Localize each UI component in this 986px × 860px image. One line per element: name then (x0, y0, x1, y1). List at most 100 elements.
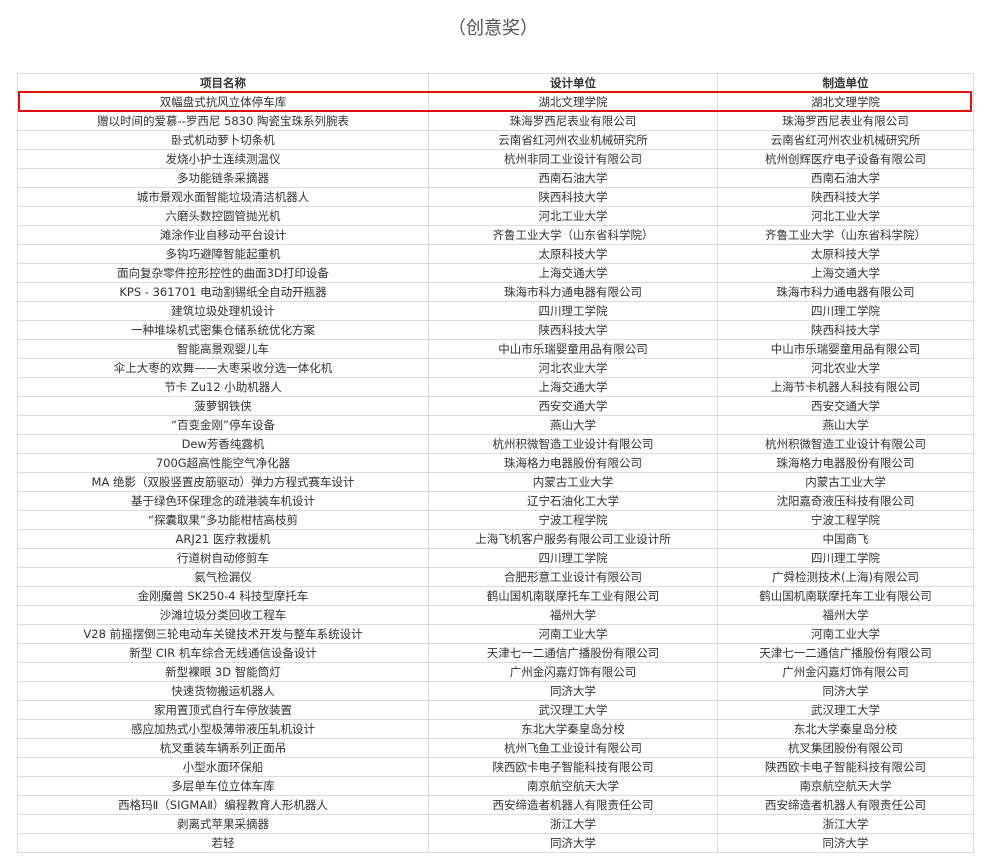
design-unit-cell: 上海飞机客户服务有限公司工业设计所 (428, 529, 718, 549)
project-name-cell: 滩涂作业自移动平台设计 (17, 225, 429, 245)
table-row: 沙滩垃圾分类回收工程车 福州大学 福州大学 (17, 605, 974, 625)
table-row: 发烧小护士连续测温仪 杭州非同工业设计有限公司 杭州创辉医疗电子设备有限公司 (17, 149, 974, 169)
project-name-cell: 建筑垃圾处理机设计 (17, 301, 429, 321)
table-row: ARJ21 医疗救援机 上海飞机客户服务有限公司工业设计所 中国商飞 (17, 529, 974, 549)
manufacture-unit-cell: 珠海罗西尼表业有限公司 (717, 111, 974, 131)
manufacture-unit-cell: 西南石油大学 (717, 168, 974, 188)
table-row: 多层单车位立体车库 南京航空航天大学 南京航空航天大学 (17, 776, 974, 796)
manufacture-unit-cell: 云南省红河州农业机械研究所 (717, 130, 974, 150)
table-row: 若轻 同济大学 同济大学 (17, 833, 974, 853)
design-unit-cell: 辽宁石油化工大学 (428, 491, 718, 511)
table-row: 剥离式苹果采摘器 浙江大学 浙江大学 (17, 814, 974, 834)
project-name-cell: 六磨头数控圆管抛光机 (17, 206, 429, 226)
project-name-cell: 卧式机动萝卜切条机 (17, 130, 429, 150)
design-unit-cell: 广州金闪嘉灯饰有限公司 (428, 662, 718, 682)
design-unit-cell: 上海交通大学 (428, 263, 718, 283)
design-unit-cell: 西安交通大学 (428, 396, 718, 416)
manufacture-unit-cell: 武汉理工大学 (717, 700, 974, 720)
project-name-cell: 新型 CIR 机车综合无线通信设备设计 (17, 643, 429, 663)
design-unit-cell: 同济大学 (428, 681, 718, 701)
manufacture-unit-cell: 杭州积微智造工业设计有限公司 (717, 434, 974, 454)
design-unit-cell: 福州大学 (428, 605, 718, 625)
design-unit-cell: 珠海格力电器股份有限公司 (428, 453, 718, 473)
manufacture-unit-cell: 珠海市科力通电器有限公司 (717, 282, 974, 302)
project-name-cell: 赠以时间的爱慕--罗西尼 5830 陶瓷宝珠系列腕表 (17, 111, 429, 131)
project-name-cell: 新型裸眼 3D 智能筒灯 (17, 662, 429, 682)
design-unit-cell: 上海交通大学 (428, 377, 718, 397)
design-unit-cell: 杭州飞鱼工业设计有限公司 (428, 738, 718, 758)
manufacture-unit-cell: 同济大学 (717, 681, 974, 701)
project-name-cell: 多钩巧避障智能起重机 (17, 244, 429, 264)
project-name-cell: 剥离式苹果采摘器 (17, 814, 429, 834)
design-unit-cell: 浙江大学 (428, 814, 718, 834)
table-row: 西格玛Ⅱ（SIGMAⅡ）编程教育人形机器人 西安缔造者机器人有限责任公司 西安缔造者… (17, 795, 974, 815)
design-unit-cell: 四川理工学院 (428, 301, 718, 321)
design-unit-cell: 珠海市科力通电器有限公司 (428, 282, 718, 302)
manufacture-unit-cell: 四川理工学院 (717, 548, 974, 568)
manufacture-unit-cell: 南京航空航天大学 (717, 776, 974, 796)
manufacture-unit-cell: 杭州创辉医疗电子设备有限公司 (717, 149, 974, 169)
design-unit-cell: 陕西科技大学 (428, 320, 718, 340)
table-row: 基于绿色环保理念的疏港装车机设计 辽宁石油化工大学 沈阳嘉奇液压科技有限公司 (17, 491, 974, 511)
manufacture-unit-cell: 内蒙古工业大学 (717, 472, 974, 492)
manufacture-unit-cell: 西安缔造者机器人有限责任公司 (717, 795, 974, 815)
table-row: Dew芳香纯露机 杭州积微智造工业设计有限公司 杭州积微智造工业设计有限公司 (17, 434, 974, 454)
award-table: 项目名称 设计单位 制造单位 双幅盘式抗风立体停车库 湖北文理学院 湖北文理学院 赠以… (17, 73, 974, 853)
manufacture-unit-cell: 杭叉集团股份有限公司 (717, 738, 974, 758)
manufacture-unit-cell: 广舜检测技术(上海)有限公司 (717, 567, 974, 587)
table-row: 新型裸眼 3D 智能筒灯 广州金闪嘉灯饰有限公司 广州金闪嘉灯饰有限公司 (17, 662, 974, 682)
manufacture-unit-cell: 齐鲁工业大学（山东省科学院） (717, 225, 974, 245)
award-category-title: （创意奖） (448, 18, 538, 39)
table-row: “探囊取果”多功能柑桔高枝剪 宁波工程学院 宁波工程学院 (17, 510, 974, 530)
project-name-cell: 感应加热式小型极薄带液压轧机设计 (17, 719, 429, 739)
manufacture-unit-cell: 上海交通大学 (717, 263, 974, 283)
manufacture-unit-cell: 太原科技大学 (717, 244, 974, 264)
table-row: 小型水面环保船 陕西欧卡电子智能科技有限公司 陕西欧卡电子智能科技有限公司 (17, 757, 974, 777)
project-name-cell: MA 绝影（双股竖置皮筋驱动）弹力方程式赛车设计 (17, 472, 429, 492)
project-name-cell: 若轻 (17, 833, 429, 853)
table-row: 杭叉重装车辆系列正面吊 杭州飞鱼工业设计有限公司 杭叉集团股份有限公司 (17, 738, 974, 758)
header-project-name: 项目名称 (17, 73, 429, 93)
project-name-cell: 小型水面环保船 (17, 757, 429, 777)
manufacture-unit-cell: 中国商飞 (717, 529, 974, 549)
design-unit-cell: 河北农业大学 (428, 358, 718, 378)
table-row-highlighted: 双幅盘式抗风立体停车库 湖北文理学院 湖北文理学院 (17, 92, 974, 112)
table-row: 快速货物搬运机器人 同济大学 同济大学 (17, 681, 974, 701)
table-row: 菠萝钢铁侠 西安交通大学 西安交通大学 (17, 396, 974, 416)
manufacture-unit-cell: 天津七一二通信广播股份有限公司 (717, 643, 974, 663)
design-unit-cell: 合肥形意工业设计有限公司 (428, 567, 718, 587)
project-name-cell: 行道树自动修剪车 (17, 548, 429, 568)
design-unit-cell: 珠海罗西尼表业有限公司 (428, 111, 718, 131)
manufacture-unit-cell: 宁波工程学院 (717, 510, 974, 530)
design-unit-cell: 河南工业大学 (428, 624, 718, 644)
table-row: KPS - 361701 电动割锡纸全自动开瓶器 珠海市科力通电器有限公司 珠海市科… (17, 282, 974, 302)
design-unit-cell: 杭州积微智造工业设计有限公司 (428, 434, 718, 454)
design-unit-cell: 河北工业大学 (428, 206, 718, 226)
table-row: 家用置顶式自行车停放装置 武汉理工大学 武汉理工大学 (17, 700, 974, 720)
design-unit-cell: 中山市乐瑞婴童用品有限公司 (428, 339, 718, 359)
project-name-cell: 面向复杂零件控形控性的曲面3D打印设备 (17, 263, 429, 283)
table-row: 新型 CIR 机车综合无线通信设备设计 天津七一二通信广播股份有限公司 天津七一二通… (17, 643, 974, 663)
manufacture-unit-cell: 河北农业大学 (717, 358, 974, 378)
design-unit-cell: 陕西科技大学 (428, 187, 718, 207)
design-unit-cell: 东北大学秦皇岛分校 (428, 719, 718, 739)
project-name-cell: “探囊取果”多功能柑桔高枝剪 (17, 510, 429, 530)
project-name-cell: 节卡 Zu12 小助机器人 (17, 377, 429, 397)
manufacture-unit-cell: 珠海格力电器股份有限公司 (717, 453, 974, 473)
table-row: 行道树自动修剪车 四川理工学院 四川理工学院 (17, 548, 974, 568)
table-row: 卧式机动萝卜切条机 云南省红河州农业机械研究所 云南省红河州农业机械研究所 (17, 130, 974, 150)
project-name-cell: 西格玛Ⅱ（SIGMAⅡ）编程教育人形机器人 (17, 795, 429, 815)
table-row: 智能高景观婴儿车 中山市乐瑞婴童用品有限公司 中山市乐瑞婴童用品有限公司 (17, 339, 974, 359)
manufacture-unit-cell: 鹤山国机南联摩托车工业有限公司 (717, 586, 974, 606)
project-name-cell: 基于绿色环保理念的疏港装车机设计 (17, 491, 429, 511)
project-name-cell: 菠萝钢铁侠 (17, 396, 429, 416)
manufacture-unit-cell: 陕西科技大学 (717, 187, 974, 207)
design-unit-cell: 西安缔造者机器人有限责任公司 (428, 795, 718, 815)
design-unit-cell: 四川理工学院 (428, 548, 718, 568)
design-unit-cell: 西南石油大学 (428, 168, 718, 188)
manufacture-unit-cell: 福州大学 (717, 605, 974, 625)
project-name-cell: 双幅盘式抗风立体停车库 (17, 92, 429, 112)
table-row: 伞上大枣的欢舞——大枣采收分选一体化机 河北农业大学 河北农业大学 (17, 358, 974, 378)
project-name-cell: 杭叉重装车辆系列正面吊 (17, 738, 429, 758)
manufacture-unit-cell: 浙江大学 (717, 814, 974, 834)
